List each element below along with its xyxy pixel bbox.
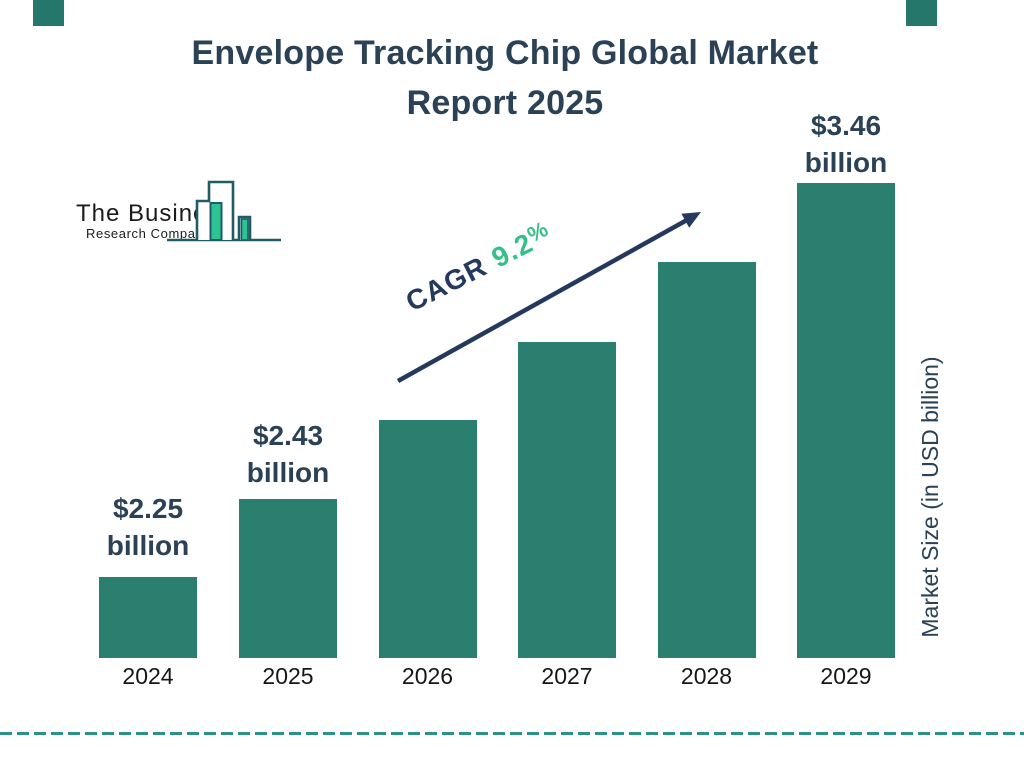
logo-bars-icon [167,180,281,242]
page-title-line2: Report 2025 [406,84,604,122]
value-label-2029: $3.46 billion [804,110,888,178]
bar-2029 [797,183,895,658]
corner-accent-left [33,0,64,26]
value-label-2025: $2.43 billion [246,420,330,488]
x-tick-2026: 2026 [401,663,454,689]
x-tick-2028: 2028 [680,663,733,689]
bar-2024 [99,577,197,658]
logo-text-secondary: Research Company [86,226,211,241]
y-axis-label: Market Size (in USD billion) [917,356,943,638]
x-tick-2029: 2029 [820,663,872,689]
x-tick-2024: 2024 [122,663,174,689]
bar-2027 [518,342,616,658]
value-label-2024: $2.25 billion [106,493,190,561]
page-title: Envelope Tracking Chip Global Market Rep… [0,28,1010,128]
corner-accent-right [906,0,937,26]
bar-2025 [239,499,337,658]
bottom-dashed-divider [0,732,1024,735]
x-tick-2027: 2027 [541,663,593,689]
cagr-annotation: CAGR9.2% [400,216,557,319]
bar-2026 [378,420,477,658]
company-logo: The Business Research Company [60,175,300,250]
bar-2028 [657,262,756,658]
page-title-line1: Envelope Tracking Chip Global Market [191,34,819,72]
cagr-label: CAGR [400,250,492,318]
x-tick-2025: 2025 [262,663,314,689]
